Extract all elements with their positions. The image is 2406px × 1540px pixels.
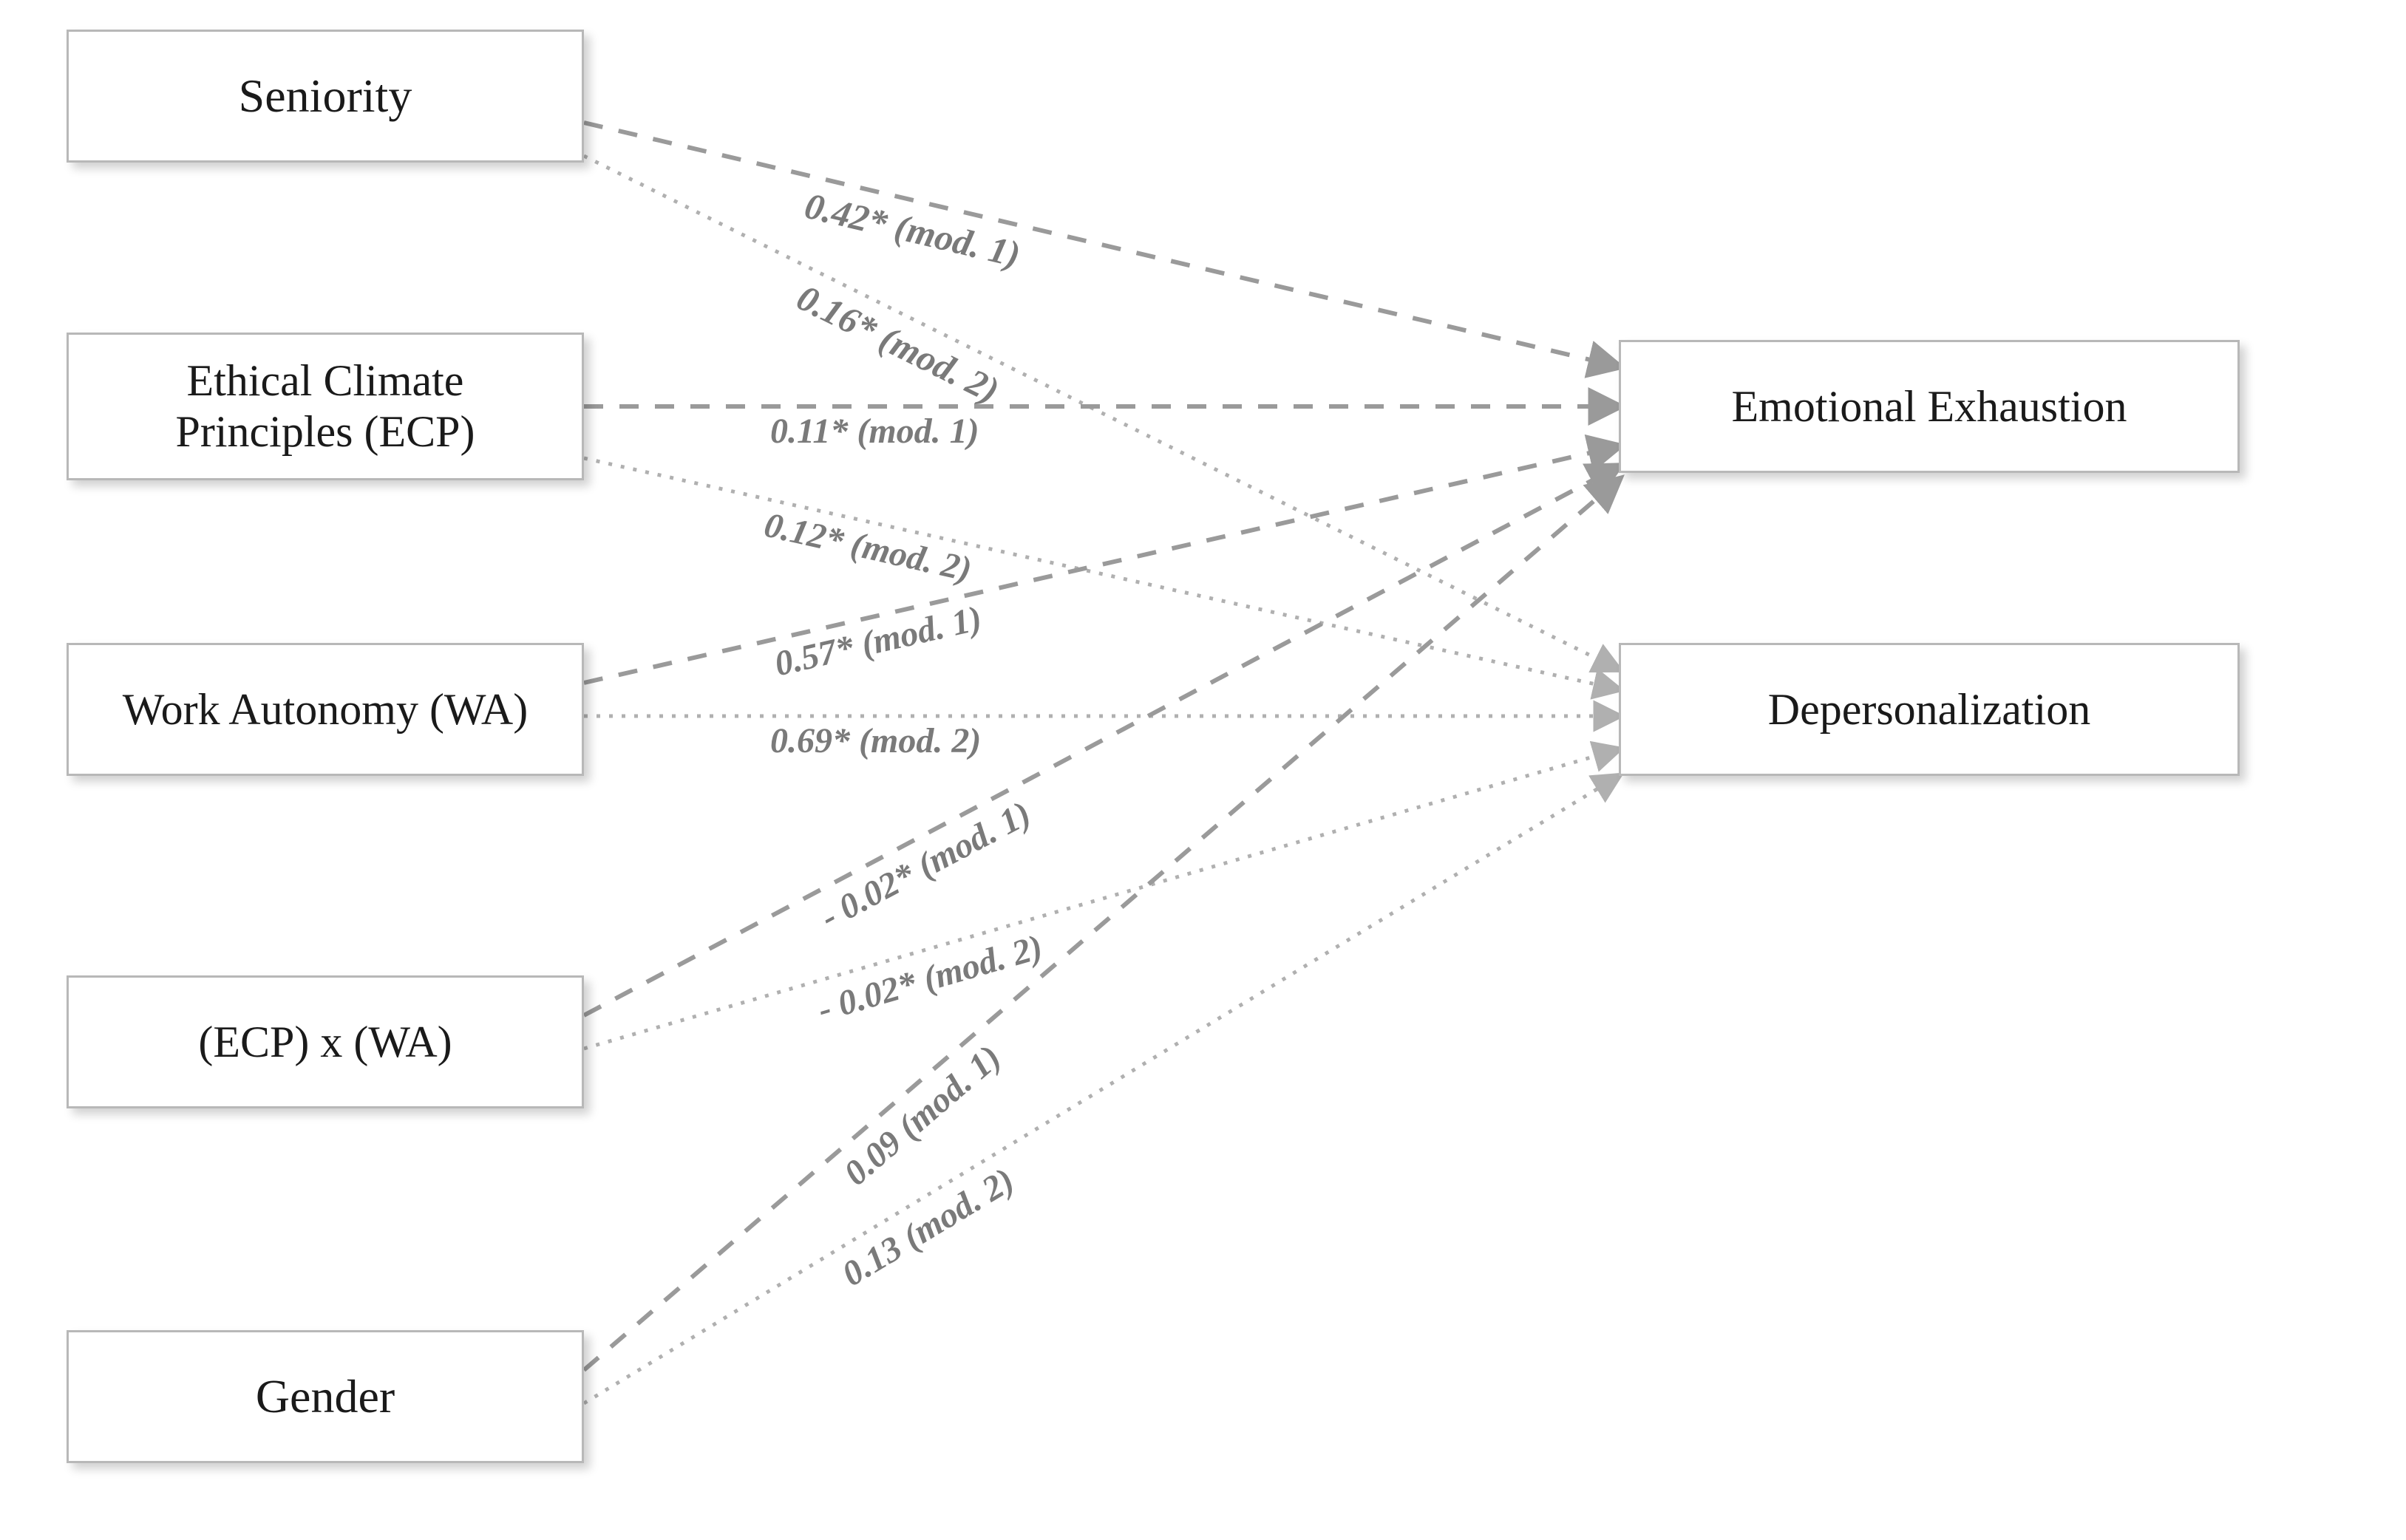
node-wa: Work Autonomy (WA): [67, 643, 584, 776]
node-ecpxwa: (ECP) x (WA): [67, 975, 584, 1108]
edge-label: 0.69* (mod. 2): [770, 720, 981, 761]
edge-label: 0.12* (mod. 2): [761, 504, 975, 590]
edge-seniority-ee-dash: [584, 123, 1619, 367]
edge-label: - 0.02* (mod. 1): [815, 794, 1039, 938]
edge-wa-ee-dash: [584, 446, 1619, 683]
edge-label: 0.16* (mod. 2): [791, 276, 1007, 412]
node-label: Emotional Exhaustion: [1732, 381, 2127, 432]
node-label: Seniority: [239, 69, 412, 123]
edge-ecpxwa-ee-dash: [584, 466, 1619, 1015]
node-label: (ECP) x (WA): [198, 1017, 452, 1068]
edge-seniority-dp-dot: [584, 156, 1619, 670]
edge-ecp-dp-dot: [584, 458, 1619, 689]
node-label: Work Autonomy (WA): [123, 684, 528, 735]
edge-gender-ee-dash: [584, 480, 1619, 1370]
edge-ecpxwa-dp-dot: [584, 749, 1619, 1049]
node-label: Gender: [256, 1369, 395, 1424]
edge-label: - 0.02* (mod. 2): [813, 927, 1047, 1030]
edge-gender-dp-dot: [584, 776, 1619, 1403]
edge-label: 0.57* (mod. 1): [771, 598, 985, 684]
node-ecp: Ethical ClimatePrinciples (ECP): [67, 333, 584, 480]
node-depersonalization: Depersonalization: [1619, 643, 2240, 776]
node-seniority: Seniority: [67, 30, 584, 163]
node-label: Ethical ClimatePrinciples (ECP): [176, 355, 475, 457]
path-diagram: Seniority Ethical ClimatePrinciples (ECP…: [0, 0, 2406, 1540]
node-gender: Gender: [67, 1330, 584, 1463]
node-label: Depersonalization: [1768, 684, 2091, 735]
edge-label: 0.42* (mod. 1): [801, 183, 1024, 276]
edge-label: 0.11* (mod. 1): [770, 411, 979, 452]
node-emotional-exhaustion: Emotional Exhaustion: [1619, 340, 2240, 473]
